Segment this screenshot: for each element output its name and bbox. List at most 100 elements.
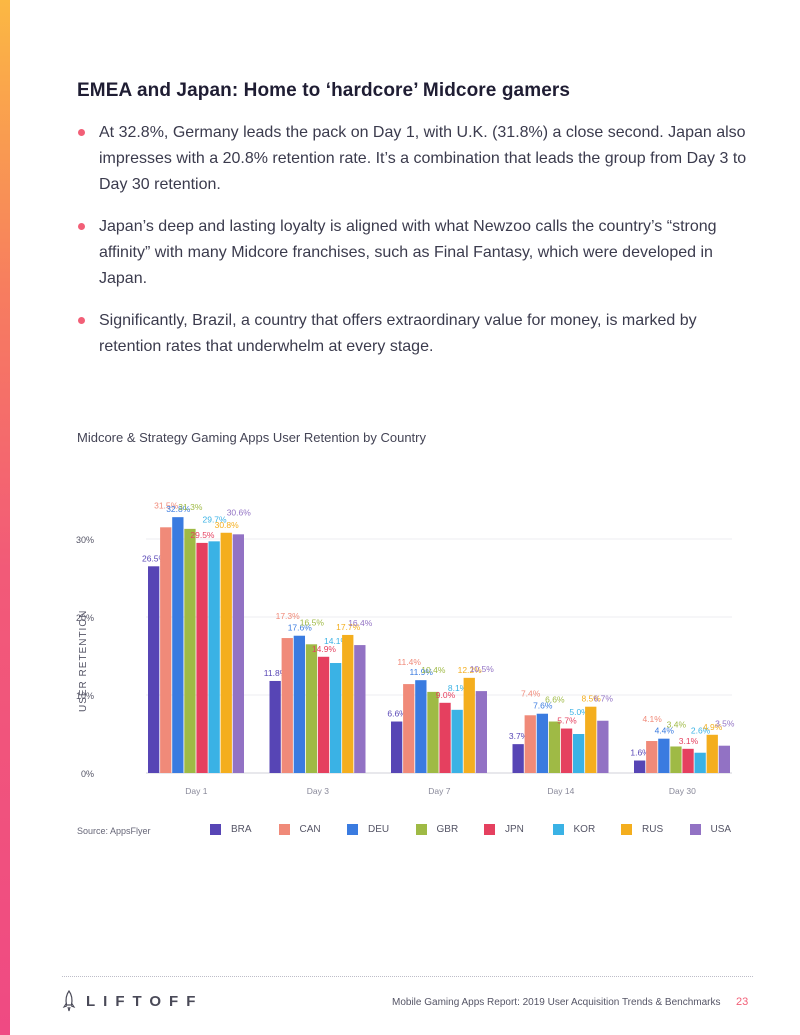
data-label: 11.8% [264, 668, 288, 678]
y-tick-label: 0% [81, 769, 94, 779]
bar-kor [451, 709, 463, 773]
data-label: 31.3% [178, 502, 203, 512]
bar-usa [232, 534, 244, 773]
data-label: 11.4% [397, 657, 421, 667]
bar-deu [536, 713, 548, 773]
data-label: 14.9% [312, 644, 337, 654]
bar-gbr [305, 644, 318, 773]
legend-label: JPN [505, 824, 524, 835]
bar-deu [658, 738, 670, 773]
page-title: EMEA and Japan: Home to ‘hardcore’ Midco… [77, 80, 571, 101]
data-label: 10.5% [470, 664, 495, 674]
legend-swatch [347, 824, 358, 835]
data-label: 5.0% [569, 707, 589, 717]
bar-kor [694, 752, 706, 773]
bar-rus [463, 677, 475, 773]
bar-deu [415, 680, 427, 773]
bar-rus [706, 734, 718, 773]
data-label: 29.5% [190, 530, 215, 540]
bar-kor [330, 663, 342, 773]
data-label: 30.6% [227, 507, 252, 517]
data-label: 6.6% [387, 709, 407, 719]
legend-item-gbr: GBR [415, 824, 459, 835]
legend-swatch [484, 824, 495, 835]
data-label: 8.5% [581, 694, 601, 704]
data-label: 3.1% [679, 736, 699, 746]
x-tick-label: Day 7 [428, 786, 450, 796]
report-title: Mobile Gaming Apps Report: 2019 User Acq… [392, 997, 721, 1008]
bar-bra [391, 721, 403, 773]
bar-bra [269, 680, 281, 773]
legend-item-usa: USA [689, 824, 731, 835]
data-label: 11.9% [410, 667, 434, 677]
bar-jpn [317, 656, 330, 773]
legend-label: DEU [368, 824, 390, 835]
liftoff-logo: LIFTOFF [62, 990, 203, 1012]
bullet-item: Significantly, Brazil, a country that of… [77, 308, 757, 360]
legend-label: CAN [299, 824, 321, 835]
legend-item-bra: BRA [210, 824, 252, 835]
gradient-side-bar [0, 0, 10, 1035]
legend-swatch [689, 824, 701, 835]
bar-usa [354, 645, 366, 773]
bar-rus [220, 532, 232, 773]
bullet-item: Japan’s deep and lasting loyalty is alig… [77, 214, 757, 292]
data-label: 31.5% [154, 500, 179, 510]
data-label: 6.6% [545, 695, 565, 705]
x-tick-label: Day 14 [547, 786, 574, 796]
y-tick-label: 20% [76, 613, 94, 623]
x-tick-label: Day 30 [669, 786, 696, 796]
bar-jpn [439, 702, 451, 773]
bar-usa [718, 745, 730, 773]
y-tick-label: 30% [76, 535, 94, 545]
legend-swatch [278, 824, 290, 835]
legend-label: BRA [231, 824, 252, 835]
rocket-icon [62, 990, 76, 1012]
bar-gbr [670, 746, 682, 773]
bar-can [160, 527, 172, 773]
bar-usa [475, 691, 487, 773]
bar-jpn [560, 728, 573, 773]
data-label: 9.0% [436, 690, 456, 700]
data-label: 6.7% [594, 694, 614, 704]
data-label: 26.5% [142, 553, 167, 563]
bullet-item: At 32.8%, Germany leads the pack on Day … [77, 120, 757, 198]
bar-kor [573, 734, 585, 773]
legend-label: RUS [642, 824, 664, 835]
bar-can [403, 684, 415, 773]
data-label: 7.6% [533, 701, 553, 711]
legend-item-deu: DEU [347, 824, 389, 835]
data-label: 4.9% [703, 722, 723, 732]
bar-can [281, 638, 293, 773]
legend-item-rus: RUS [621, 824, 663, 835]
page-number: 23 [736, 996, 749, 1008]
chart-title: Midcore & Strategy Gaming Apps User Rete… [77, 430, 426, 445]
legend-label: GBR [436, 824, 459, 835]
bar-can [646, 741, 658, 773]
bar-deu [172, 517, 184, 773]
bar-rus [585, 706, 597, 773]
data-label: 4.4% [655, 726, 675, 736]
data-label: 3.4% [667, 719, 687, 729]
data-label: 2.6% [691, 726, 711, 736]
bar-bra [148, 566, 160, 773]
legend-item-can: CAN [278, 824, 321, 835]
data-label: 16.4% [348, 618, 373, 628]
data-label: 16.5% [300, 617, 325, 627]
data-label: 8.1% [448, 683, 468, 693]
data-label: 3.5% [715, 719, 735, 729]
data-label: 30.8% [215, 520, 240, 530]
x-tick-label: Day 1 [185, 786, 207, 796]
bar-bra [634, 760, 646, 773]
x-tick-label: Day 3 [307, 786, 329, 796]
chart-source: Source: AppsFlyer [77, 826, 151, 836]
bar-jpn [682, 748, 694, 773]
data-label: 17.7% [336, 622, 361, 632]
bar-bra [512, 744, 524, 773]
legend-swatch [210, 824, 221, 835]
legend-swatch [415, 824, 427, 835]
brand-name: LIFTOFF [86, 992, 204, 1010]
data-label: 10.4% [421, 665, 446, 675]
y-tick-label: 10% [76, 691, 94, 701]
legend-swatch [621, 824, 632, 835]
